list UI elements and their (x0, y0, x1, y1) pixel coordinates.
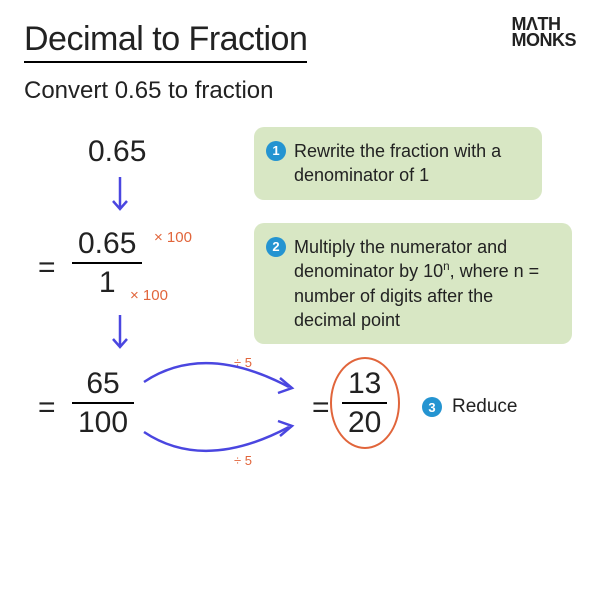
page-subtitle: Convert 0.65 to fraction (24, 77, 576, 105)
start-value: 0.65 (88, 135, 146, 169)
mult-bot: × 100 (130, 287, 168, 304)
arrow-down-2 (108, 313, 132, 353)
arrow-down-1 (108, 175, 132, 215)
page-title: Decimal to Fraction (24, 20, 307, 63)
result-oval (330, 357, 400, 449)
equals-3: = (312, 391, 330, 425)
div-bot: ÷ 5 (234, 453, 252, 468)
reduce-arrows (134, 347, 314, 467)
frac1-num: 0.65 (72, 225, 142, 262)
badge-1: 1 (266, 141, 286, 161)
note-3-text: Reduce (452, 396, 518, 418)
badge-3: 3 (422, 397, 442, 417)
equals-1: = (38, 251, 56, 285)
badge-2: 2 (266, 237, 286, 257)
note-2: 2 Multiply the numerator and denominator… (254, 223, 572, 344)
div-top: ÷ 5 (234, 355, 252, 370)
mult-top: × 100 (154, 229, 192, 246)
note-1-text: Rewrite the fraction with a denominator … (294, 141, 501, 185)
note-2-text: Multiply the numerator and denominator b… (294, 237, 539, 330)
frac1-den: 1 (93, 264, 122, 301)
frac2-num: 65 (80, 365, 125, 402)
note-1: 1 Rewrite the fraction with a denominato… (254, 127, 542, 200)
equals-2: = (38, 391, 56, 425)
logo-line2: MONKS (512, 32, 577, 48)
brand-logo: MΛTH MONKS (512, 16, 577, 48)
frac2-den: 100 (72, 404, 134, 441)
fraction-2: 65 100 (72, 365, 134, 441)
workarea: 0.65 1 Rewrite the fraction with a denom… (24, 135, 576, 595)
